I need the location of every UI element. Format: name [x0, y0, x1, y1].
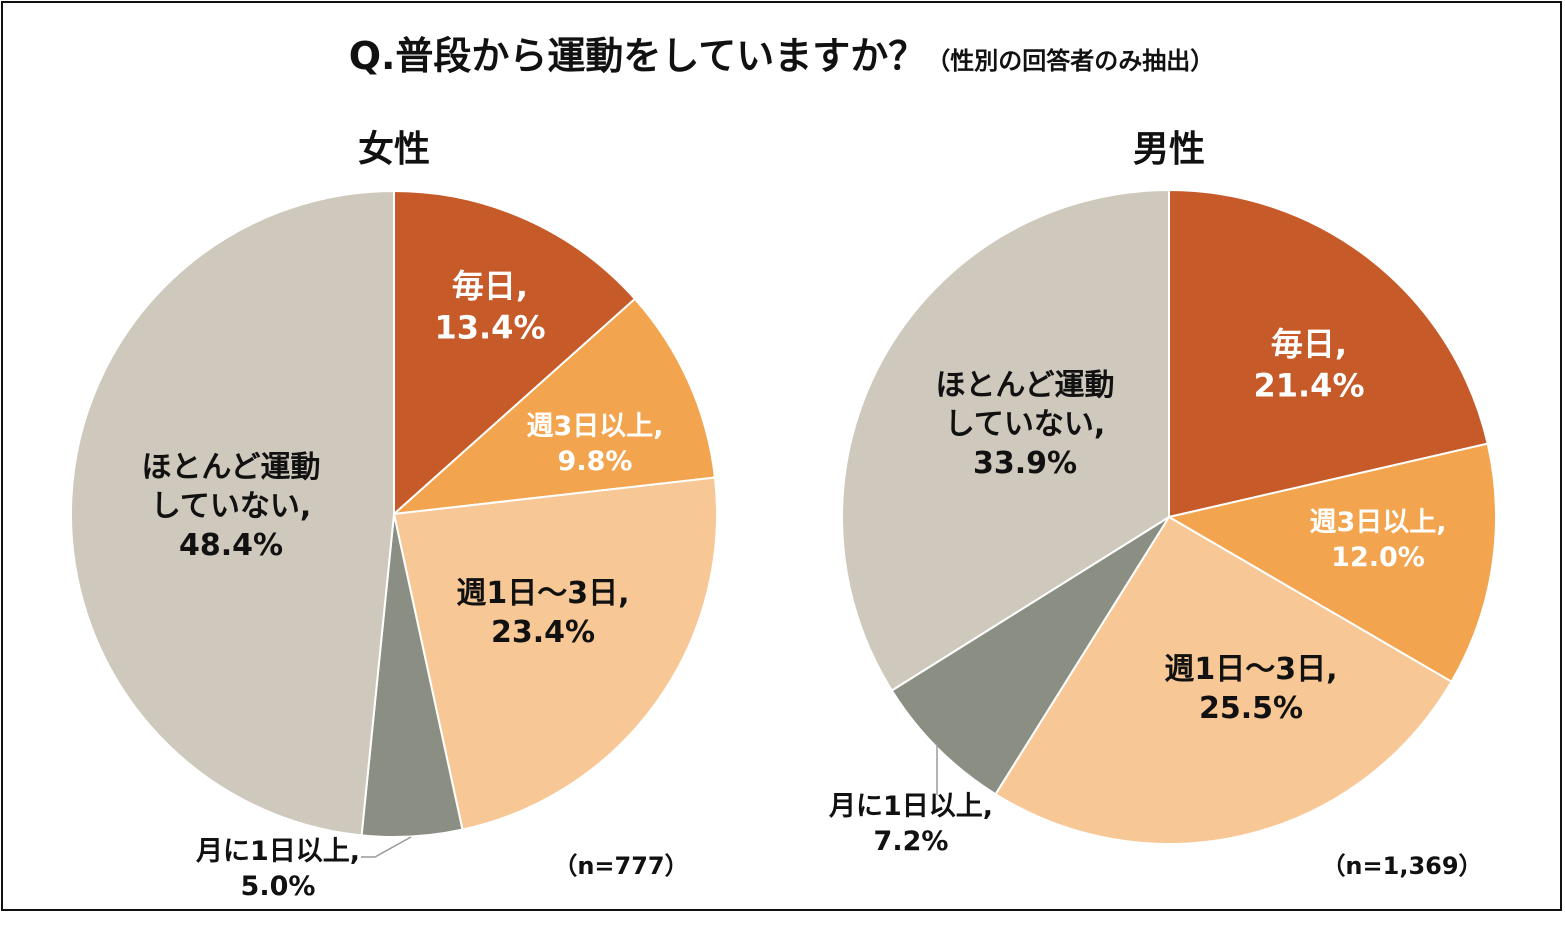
pie-slice-daily	[393, 189, 637, 517]
pie-slice-weekly1to3	[392, 476, 718, 831]
slice-label-monthly1plus: 月に1日以上, 7.2%	[828, 791, 993, 857]
pie-slice-daily	[1168, 188, 1489, 519]
slice-category-label: 週3日以上,	[526, 411, 663, 442]
slice-category-label: 毎日,	[452, 267, 528, 305]
slice-value-label: 33.9%	[973, 446, 1077, 481]
slice-label-weekly3plus: 週3日以上, 9.8%	[526, 411, 663, 477]
slice-category-label: 週1日～3日,	[1164, 652, 1337, 687]
pie-slice-monthly1plus	[890, 516, 1170, 796]
slice-value-label: 21.4%	[1253, 367, 1364, 405]
slice-category-label: ほとんど運動	[141, 450, 320, 485]
pie-slice-weekly3plus	[1166, 442, 1497, 684]
slice-value-label: 5.0%	[241, 871, 316, 902]
slice-value-label: 48.4%	[179, 528, 283, 563]
slice-category-label: 週3日以上,	[1309, 507, 1446, 538]
chart-title-main: Q.普段から運動をしていますか？	[348, 34, 927, 78]
chart-title: Q.普段から運動をしていますか？（性別の回答者のみ抽出）	[3, 25, 1560, 80]
slice-value-label: 13.4%	[434, 309, 545, 347]
sample-size-label: （n=1,369）	[1321, 852, 1482, 880]
sample-size-label: （n=777）	[553, 852, 688, 880]
slice-value-label: 7.2%	[874, 826, 949, 857]
slice-category-label: していない,	[945, 407, 1106, 442]
slice-label-daily: 毎日, 13.4%	[434, 267, 545, 347]
slice-category-label: していない,	[151, 489, 312, 524]
slice-category-label: 毎日,	[1271, 325, 1347, 363]
slice-category-label: 月に1日以上,	[195, 836, 360, 867]
pie-title: 女性	[358, 129, 430, 170]
slice-value-label: 12.0%	[1331, 542, 1425, 573]
pie-title: 男性	[1133, 129, 1205, 170]
slice-label-hardly: ほとんど運動していない, 48.4%	[141, 450, 320, 563]
slice-label-hardly: ほとんど運動していない, 33.9%	[935, 368, 1114, 481]
pie-slice-hardly	[69, 189, 395, 837]
pie-slice-weekly3plus	[390, 297, 717, 516]
slice-label-weekly1to3: 週1日～3日, 23.4%	[456, 576, 629, 650]
slice-label-daily: 毎日, 21.4%	[1253, 325, 1364, 405]
chart-title-sub: （性別の回答者のみ抽出）	[926, 47, 1215, 75]
slice-category-label: ほとんど運動	[935, 368, 1114, 403]
slice-category-label: 月に1日以上,	[828, 791, 993, 822]
pie-slice-weekly1to3	[994, 515, 1453, 845]
slice-label-monthly1plus: 月に1日以上, 5.0%	[195, 836, 360, 902]
slice-category-label: 週1日～3日,	[456, 576, 629, 611]
slice-value-label: 23.4%	[491, 615, 595, 650]
leader-line	[361, 836, 412, 858]
slice-value-label: 9.8%	[558, 446, 633, 477]
pie-slice-hardly	[841, 188, 1170, 692]
slice-label-weekly1to3: 週1日～3日, 25.5%	[1164, 652, 1337, 726]
slice-label-weekly3plus: 週3日以上, 12.0%	[1309, 507, 1446, 573]
slice-value-label: 25.5%	[1199, 691, 1303, 726]
